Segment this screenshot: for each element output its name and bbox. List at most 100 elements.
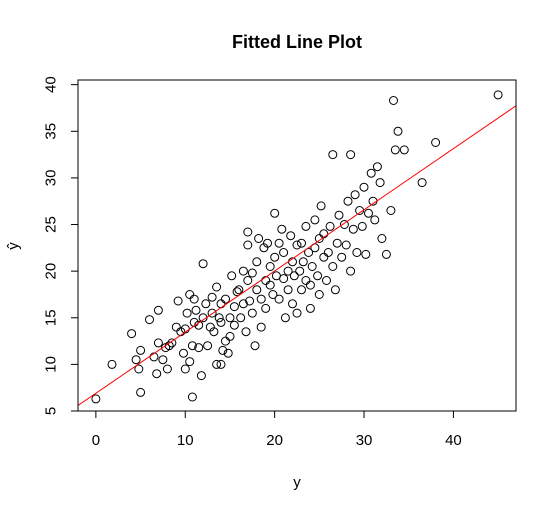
data-point (256, 322, 266, 332)
data-point (185, 357, 195, 367)
data-point (247, 308, 257, 318)
data-point (218, 345, 228, 355)
data-point (305, 303, 315, 313)
data-point (377, 234, 387, 243)
x-tick-label: 20 (266, 432, 283, 449)
data-point (313, 271, 323, 281)
data-point (185, 290, 195, 299)
data-point (270, 252, 280, 262)
data-point (280, 313, 290, 323)
data-point (107, 359, 117, 369)
data-point (153, 305, 163, 315)
data-point (314, 290, 324, 299)
data-point (316, 201, 326, 211)
y-tick-label: 40 (43, 76, 60, 93)
data-point (227, 271, 237, 281)
data-point (370, 215, 380, 225)
data-point (223, 348, 233, 358)
data-point (298, 257, 308, 267)
data-point (214, 313, 224, 323)
data-point (254, 234, 264, 243)
data-point (292, 240, 302, 250)
data-point (232, 287, 242, 297)
y-tick-label: 10 (43, 356, 60, 373)
data-point (189, 294, 199, 304)
data-point (346, 150, 356, 160)
data-point (162, 364, 172, 374)
fitted-line (78, 105, 516, 406)
data-point (386, 206, 396, 215)
data-point (417, 178, 427, 188)
data-point (201, 299, 211, 309)
data-point (332, 238, 342, 248)
y-axis: 5 10 15 20 25 30 35 40 (43, 76, 79, 415)
data-point (256, 294, 266, 304)
plot-marks (78, 90, 516, 406)
data-point (330, 285, 340, 295)
data-point (399, 145, 409, 155)
data-point (212, 359, 222, 369)
data-point (270, 208, 280, 218)
x-axis: 0 10 20 30 40 (92, 410, 462, 449)
data-point (229, 320, 239, 330)
data-point (236, 313, 246, 323)
y-tick-label: 20 (43, 263, 60, 280)
data-point (225, 313, 235, 323)
data-point (212, 282, 222, 292)
data-point (158, 355, 168, 365)
data-point (167, 338, 177, 348)
data-point (337, 252, 347, 262)
data-point (366, 168, 376, 178)
y-tick-label: 15 (43, 309, 60, 326)
data-point (381, 249, 391, 259)
data-point (372, 162, 382, 172)
data-point (243, 227, 253, 237)
data-point (328, 150, 338, 160)
data-point (136, 387, 146, 397)
data-point (134, 364, 144, 374)
data-point (180, 364, 190, 374)
data-point (279, 274, 289, 284)
data-point (187, 341, 197, 351)
data-point (328, 262, 338, 271)
data-point (179, 348, 188, 358)
data-point (274, 238, 284, 248)
data-point (207, 292, 217, 302)
data-point (295, 266, 305, 276)
data-point (274, 294, 284, 304)
data-point (268, 290, 278, 299)
data-point (359, 182, 369, 192)
data-point (279, 248, 289, 257)
data-point (350, 190, 360, 200)
data-point (325, 221, 335, 231)
data-point (191, 305, 201, 315)
data-point (348, 224, 358, 234)
data-point (216, 359, 226, 369)
data-point (292, 308, 302, 318)
data-point (131, 355, 141, 365)
x-tick-label: 40 (445, 432, 462, 449)
data-point (245, 296, 255, 306)
data-point (252, 257, 262, 267)
data-point (261, 303, 271, 313)
data-point (198, 259, 208, 269)
data-point (297, 238, 306, 248)
data-point (301, 276, 311, 285)
data-point (361, 249, 371, 259)
data-point (152, 369, 162, 379)
data-point (357, 221, 367, 231)
data-point (283, 285, 293, 295)
data-point (91, 394, 101, 404)
data-point (341, 240, 351, 250)
data-point (339, 220, 349, 229)
data-point (194, 343, 204, 353)
plot-frame (77, 79, 517, 412)
chart-title: Fitted Line Plot (232, 32, 362, 52)
data-point (375, 178, 385, 188)
data-point (304, 248, 314, 257)
data-point (265, 280, 275, 290)
x-tick-label: 10 (177, 432, 194, 449)
data-point (307, 262, 317, 271)
data-point (390, 145, 400, 155)
